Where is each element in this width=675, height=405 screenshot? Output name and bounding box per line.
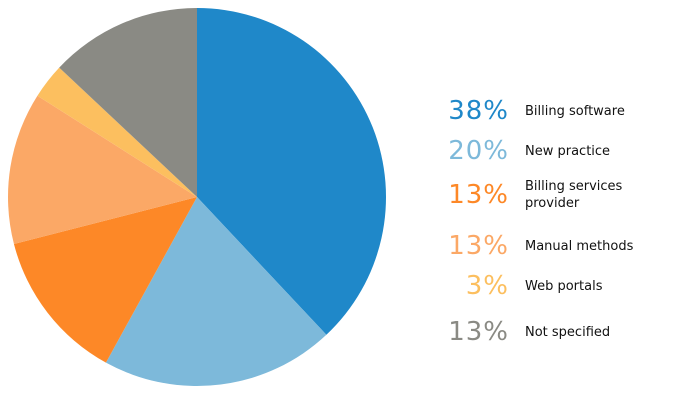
legend-item-manual-methods: 13% Manual methods <box>425 231 670 261</box>
legend-percent: 38% <box>448 96 509 126</box>
pie-slice-billing-services-provider <box>13 197 197 363</box>
legend-label: Web portals <box>525 278 603 294</box>
legend-percent: 13% <box>448 180 509 210</box>
pie-slice-billing-software <box>197 8 387 335</box>
legend-percent: 20% <box>448 136 509 166</box>
legend-label: Not specified <box>525 324 611 340</box>
legend-label: Billing software <box>525 103 625 119</box>
pie-slice-not-specified <box>59 8 197 197</box>
legend-item-new-practice: 20% New practice <box>425 136 670 166</box>
legend-label: Manual methods <box>525 238 634 254</box>
legend-item-billing-software: 38% Billing software <box>425 96 670 126</box>
pie-slice-web-portals <box>37 67 197 198</box>
legend-item-not-specified: 13% Not specified <box>425 317 670 347</box>
pie-slice-manual-methods <box>8 95 197 244</box>
legend-item-billing-services-provider: 13% Billing services provider <box>425 178 670 212</box>
legend-percent: 13% <box>448 317 509 347</box>
legend-percent: 13% <box>448 231 509 261</box>
legend-percent: 3% <box>465 271 509 301</box>
pie-slice-new-practice <box>105 197 327 387</box>
pie-chart <box>8 8 387 387</box>
legend-label: New practice <box>525 143 611 159</box>
legend-item-web-portals: 3% Web portals <box>425 271 670 301</box>
legend: 38% Billing software 20% New practice 13… <box>425 0 670 405</box>
legend-label: Billing services provider <box>525 179 623 211</box>
